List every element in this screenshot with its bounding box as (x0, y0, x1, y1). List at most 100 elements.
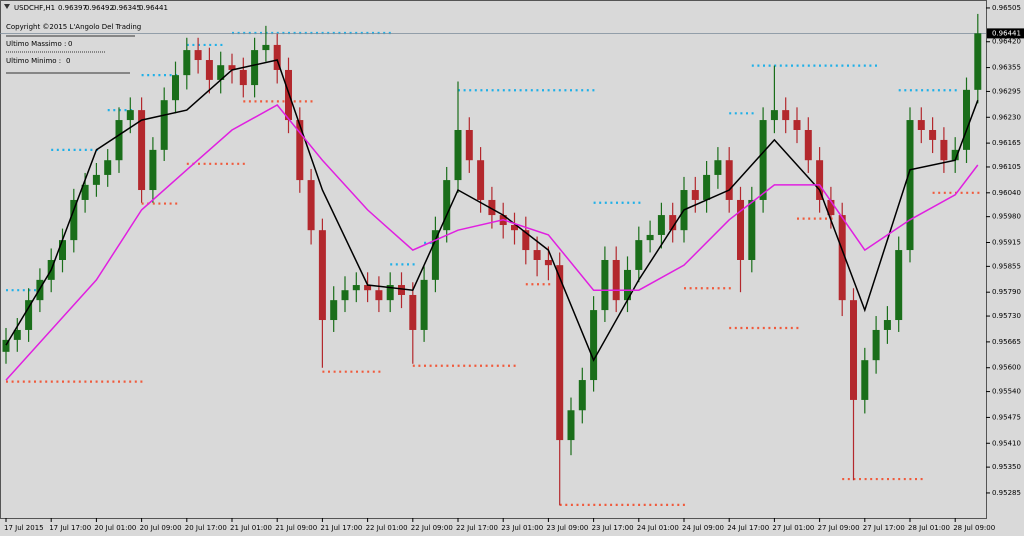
candle-body (827, 199, 835, 216)
candle-body (974, 33, 982, 90)
y-tick-label: 0.96040 (992, 189, 1021, 197)
candle-body (59, 240, 66, 260)
candle-body (646, 234, 654, 241)
candle-body (160, 100, 168, 150)
candle-body (70, 199, 78, 241)
x-tick-label: 27 Jul 09:00 (818, 524, 860, 532)
candle-body (895, 250, 903, 321)
candle-body (737, 199, 744, 260)
x-tick-label: 21 Jul 01:00 (230, 524, 272, 532)
candle-body (364, 285, 372, 291)
info-label: Ultimo Massimo : (6, 40, 66, 48)
candle-body (454, 129, 462, 181)
candle-body (906, 120, 914, 251)
x-tick-label: 17 Jul 2015 (4, 524, 44, 532)
y-tick-label: 0.95790 (992, 288, 1021, 296)
x-tick-label: 17 Jul 17:00 (49, 524, 91, 532)
candle-body (420, 279, 428, 330)
candle-body (533, 250, 541, 260)
candle-body (601, 259, 609, 311)
y-tick-label: 0.96295 (992, 87, 1021, 95)
candle-body (398, 285, 405, 295)
candle-body (251, 50, 259, 86)
y-tick-label: 0.95915 (992, 239, 1021, 247)
y-tick-label: 0.95980 (992, 213, 1021, 221)
x-tick-label: 21 Jul 09:00 (275, 524, 317, 532)
y-tick-label: 0.95540 (992, 388, 1021, 396)
x-tick-label: 23 Jul 17:00 (592, 524, 634, 532)
candle-body (138, 110, 146, 191)
candle-body (556, 265, 564, 441)
candle-body (782, 110, 790, 121)
candle-body (183, 50, 191, 76)
y-tick-label: 0.96355 (992, 64, 1021, 72)
x-tick-label: 23 Jul 09:00 (546, 524, 588, 532)
header-value: 0.96492 (85, 4, 114, 12)
symbol: USDCHF,H1 (14, 4, 55, 12)
candle-body (511, 225, 518, 231)
candle-body (262, 44, 270, 51)
candle-body (522, 230, 530, 251)
candle-body (205, 60, 213, 80)
candle-body (703, 174, 711, 200)
candle-body (13, 329, 21, 340)
y-tick-label: 0.96505 (992, 4, 1021, 12)
plot-frame (0, 0, 987, 519)
info-label: Ultimo Minimo : (6, 57, 61, 65)
x-tick-label: 27 Jul 17:00 (863, 524, 905, 532)
header-value: 0.96441 (139, 4, 168, 12)
candle-body (228, 65, 236, 70)
candle-body (669, 215, 677, 231)
candle-body (239, 69, 247, 86)
x-tick-label: 22 Jul 09:00 (411, 524, 453, 532)
candle-body (917, 120, 925, 130)
candle-body (578, 380, 586, 411)
candle-body (612, 259, 620, 301)
candle-body (861, 360, 869, 400)
x-tick-label: 24 Jul 09:00 (682, 524, 724, 532)
candle-body (2, 339, 10, 352)
x-tick-label: 28 Jul 01:00 (908, 524, 950, 532)
candle-body (477, 160, 485, 200)
x-tick-label: 20 Jul 17:00 (185, 524, 227, 532)
candle-body (929, 129, 937, 140)
candle-body (149, 149, 157, 191)
y-tick-label: 0.95475 (992, 413, 1021, 421)
candle-body (285, 69, 292, 121)
candle-body (115, 120, 123, 161)
candle-body (386, 285, 394, 301)
header-value: 0.96345 (112, 4, 141, 12)
candle-body (104, 160, 112, 175)
candle-body (940, 139, 948, 161)
candle-body (330, 300, 338, 321)
x-tick-label: 22 Jul 01:00 (366, 524, 408, 532)
x-tick-label: 21 Jul 17:00 (320, 524, 362, 532)
candle-body (624, 269, 631, 301)
y-tick-label: 0.96105 (992, 163, 1021, 171)
candle-body (567, 410, 575, 441)
candle-body (804, 129, 812, 161)
candle-body (748, 199, 756, 260)
candle-body (81, 184, 89, 200)
candle-body (883, 320, 891, 330)
candle-body (375, 290, 383, 301)
candle-body (25, 300, 33, 330)
candle-body (590, 310, 598, 381)
candle-body (217, 65, 225, 80)
candle-body (635, 240, 643, 270)
last-price-box (987, 28, 1024, 39)
candle-body (657, 215, 665, 235)
y-tick-label: 0.95285 (992, 489, 1021, 497)
candle-body (951, 149, 959, 161)
header-value: 0.96397 (58, 4, 87, 12)
y-tick-label: 0.95730 (992, 312, 1021, 320)
copyright: Copyright ©2015 L'Angolo Del Trading (6, 23, 141, 31)
candle-body (544, 259, 552, 266)
x-tick-label: 24 Jul 17:00 (727, 524, 769, 532)
y-tick-label: 0.95600 (992, 364, 1021, 372)
candle-body (759, 120, 767, 200)
candle-body (691, 190, 699, 200)
